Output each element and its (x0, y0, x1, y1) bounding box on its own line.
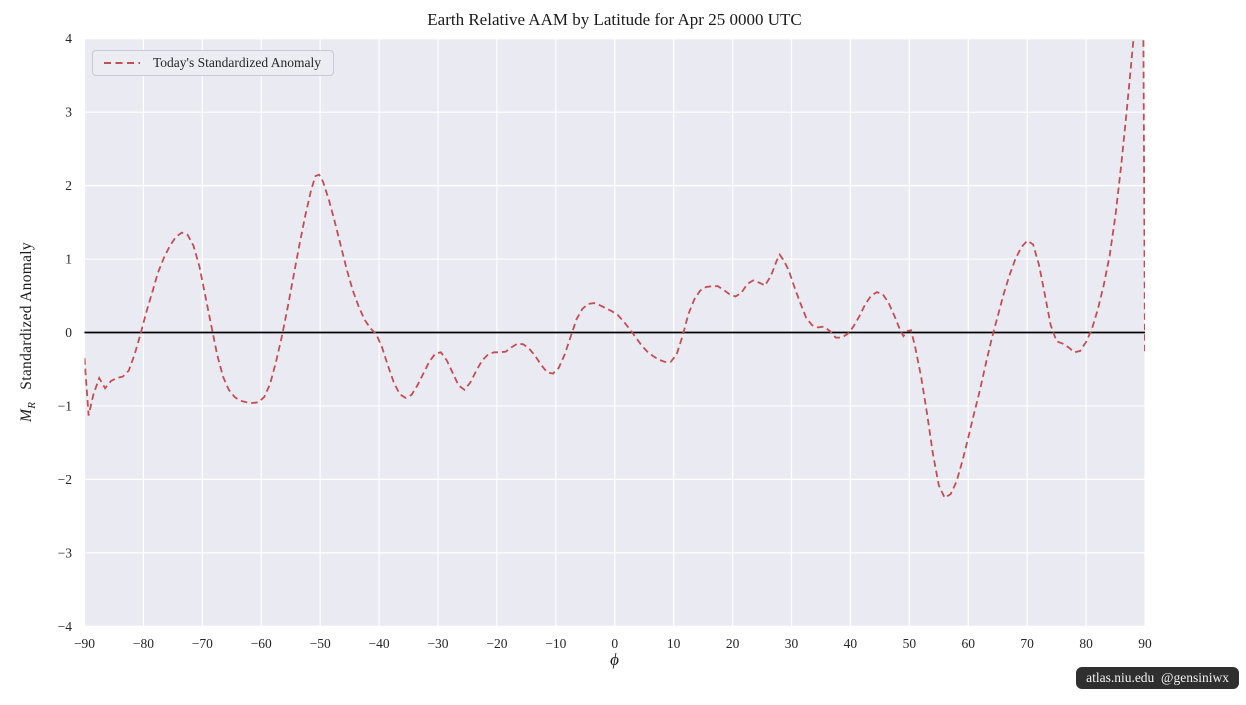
y-axis-label: MR Standardized Anomaly (18, 242, 38, 422)
x-tick-label: −70 (192, 636, 213, 651)
legend-entry-label: Today's Standardized Anomaly (153, 55, 321, 70)
x-tick-label: −40 (369, 636, 390, 651)
y-axis-label-text: Standardized Anomaly (17, 242, 35, 390)
x-tick-label: 20 (726, 636, 740, 651)
legend-box[interactable]: Today's Standardized Anomaly (92, 50, 334, 76)
y-tick-label: −4 (58, 619, 73, 634)
x-tick-label: 0 (611, 636, 618, 651)
y-tick-label: −2 (58, 472, 72, 487)
x-tick-label: 30 (785, 636, 799, 651)
x-tick-label: 60 (962, 636, 976, 651)
y-tick-label: −3 (58, 545, 73, 560)
watermark-badge: atlas.niu.edu @gensiniwx (1076, 667, 1239, 689)
x-tick-label: 90 (1138, 636, 1152, 651)
x-tick-label: −50 (310, 636, 331, 651)
series-line (84, 38, 1145, 500)
y-axis-label-variable: M (17, 408, 35, 422)
y-tick-label: −1 (58, 398, 72, 413)
x-axis-label: ϕ (610, 650, 619, 669)
x-tick-label: −30 (427, 636, 448, 651)
x-tick-label: −60 (251, 636, 272, 651)
anomaly-curve (84, 38, 1145, 500)
x-tick-labels: −90 −80 −70 −60 −50 −40 −30 −20 −10 0 10 20 30 40 50 60… (74, 636, 1152, 651)
x-tick-label: −80 (133, 636, 154, 651)
x-tick-label: 10 (667, 636, 681, 651)
x-tick-label: 40 (844, 636, 858, 651)
chart-title: Earth Relative AAM by Latitude for Apr 2… (427, 10, 802, 29)
y-tick-label: 0 (65, 325, 72, 340)
y-axis-label-subscript: R (26, 401, 39, 409)
x-tick-label: −20 (486, 636, 507, 651)
y-tick-labels: −4 −3 −2 −1 0 1 2 3 4 (58, 31, 73, 634)
y-tick-label: 1 (65, 252, 72, 267)
y-tick-label: 2 (65, 178, 72, 193)
x-tick-label: −90 (74, 636, 95, 651)
y-tick-label: 3 (65, 105, 72, 120)
x-tick-label: 50 (903, 636, 917, 651)
x-tick-label: −10 (545, 636, 566, 651)
legend-dashed-line-icon (104, 62, 140, 64)
x-tick-label: 80 (1079, 636, 1093, 651)
x-tick-label: 70 (1020, 636, 1034, 651)
y-tick-label: 4 (65, 31, 72, 46)
